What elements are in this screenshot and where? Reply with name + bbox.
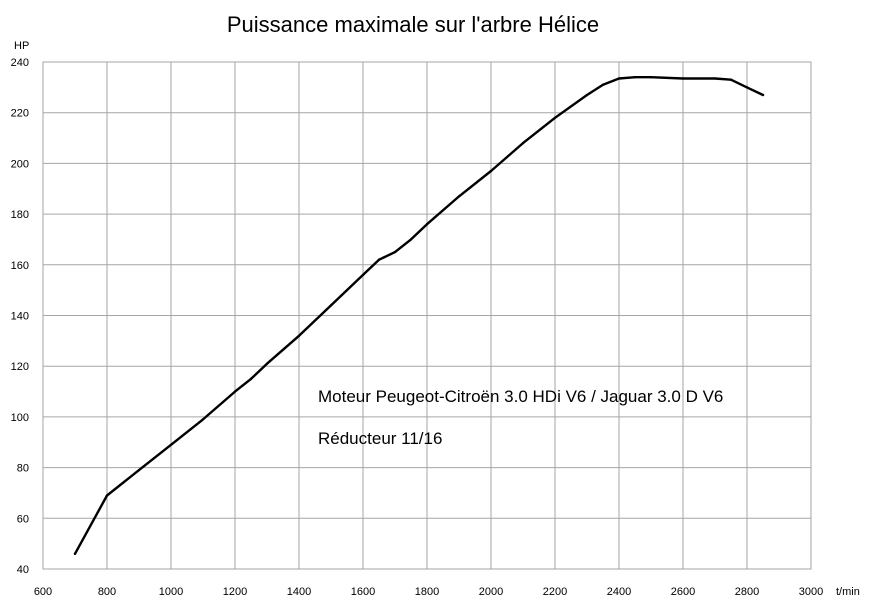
- y-tick-label: 60: [17, 513, 29, 525]
- data-point: [409, 238, 413, 241]
- data-point: [329, 304, 333, 307]
- chart-title: Puissance maximale sur l'arbre Hélice: [227, 12, 599, 37]
- y-tick-label: 140: [11, 311, 29, 323]
- x-axis-label: t/min: [836, 586, 860, 598]
- data-point: [361, 273, 365, 277]
- data-point: [713, 77, 717, 80]
- y-tick-label: 80: [17, 463, 29, 475]
- x-tick-label: 2200: [543, 586, 567, 598]
- data-point: [297, 334, 301, 337]
- reducer-annotation: Réducteur 11/16: [318, 429, 442, 448]
- y-tick-label: 120: [11, 361, 29, 373]
- data-point: [601, 83, 605, 87]
- data-point: [137, 468, 141, 472]
- data-point: [105, 494, 109, 497]
- plot-frame: [42, 61, 812, 570]
- data-point: [457, 195, 461, 198]
- data-point: [745, 86, 749, 89]
- tick-labels: 600 800 1000 1200 1400 1600 1800 2000 2200 2400 26…: [11, 57, 824, 598]
- data-point: [617, 77, 621, 80]
- x-tick-label: 600: [34, 586, 52, 598]
- data-point: [633, 76, 637, 79]
- data-point: [553, 116, 557, 119]
- data-point: [521, 141, 525, 145]
- gridlines: [42, 61, 812, 570]
- x-tick-label: 1000: [159, 586, 183, 598]
- y-tick-label: 200: [11, 158, 29, 170]
- data-point: [585, 93, 589, 97]
- data-point: [265, 362, 269, 365]
- data-point: [761, 93, 765, 97]
- data-point: [729, 78, 733, 81]
- x-tick-label: 3000: [799, 586, 823, 598]
- x-tick-label: 2000: [479, 586, 503, 598]
- x-tick-label: 2600: [671, 586, 695, 598]
- data-point: [377, 258, 381, 261]
- y-tick-label: 40: [17, 564, 29, 576]
- data-points: [73, 76, 765, 555]
- data-point: [233, 390, 237, 393]
- data-point: [425, 223, 429, 226]
- data-point: [393, 250, 397, 254]
- data-point: [649, 76, 653, 79]
- data-point: [169, 443, 173, 446]
- y-tick-label: 100: [11, 412, 29, 424]
- x-tick-label: 1400: [287, 586, 311, 598]
- x-tick-label: 1800: [415, 586, 439, 598]
- x-tick-label: 1600: [351, 586, 375, 598]
- data-point: [201, 418, 205, 421]
- y-tick-label: 240: [11, 57, 29, 69]
- x-tick-label: 2400: [607, 586, 631, 598]
- x-tick-label: 2800: [735, 586, 759, 598]
- data-point: [249, 377, 253, 381]
- y-axis-label: HP: [14, 40, 29, 52]
- y-tick-label: 160: [11, 260, 29, 272]
- data-point: [681, 77, 685, 80]
- y-tick-label: 180: [11, 209, 29, 221]
- y-tick-label: 220: [11, 108, 29, 120]
- x-tick-label: 1200: [223, 586, 247, 598]
- data-point: [73, 552, 77, 555]
- data-point: [489, 169, 493, 173]
- engine-annotation: Moteur Peugeot-Citroën 3.0 HDi V6 / Jagu…: [318, 387, 723, 406]
- x-tick-label: 800: [98, 586, 116, 598]
